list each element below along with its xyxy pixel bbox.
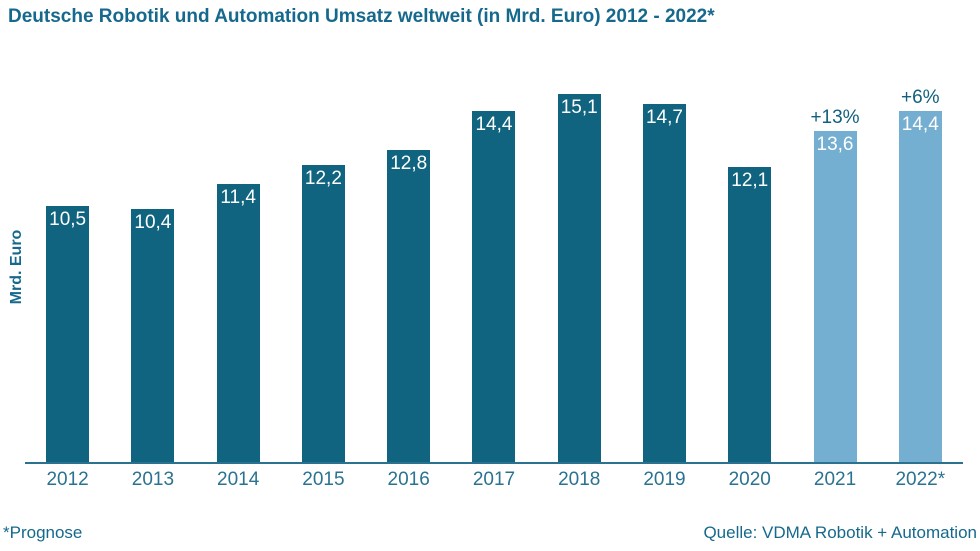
x-tick-label: 2014: [217, 469, 260, 490]
bar-value-label: 12,2: [304, 168, 342, 189]
footer-row: *Prognose Quelle: VDMA Robotik + Automat…: [3, 523, 977, 543]
bar-value-label: 12,8: [390, 153, 428, 174]
source-credit: Quelle: VDMA Robotik + Automation: [703, 523, 977, 542]
bar-annotation: +6%: [901, 87, 940, 108]
bar-column: 12,8: [366, 60, 451, 462]
bar-column: +6% 14,4: [878, 60, 963, 462]
footnote: *Prognose: [3, 523, 83, 542]
bar-value-label: 15,1: [560, 97, 598, 118]
x-tick-label: 2012: [46, 469, 89, 490]
x-axis-tick-row: 2012 2013 2014 2015 2016 2017 2018 2019 2020 2021…: [25, 469, 963, 491]
bar-column: 14,4: [451, 60, 536, 462]
bar: 13,6: [813, 131, 857, 462]
bar-column: 11,4: [196, 60, 281, 462]
bar: 12,2: [301, 165, 345, 462]
bar-value-label: 10,4: [134, 212, 172, 233]
bar: 12,1: [728, 167, 772, 462]
bar: 15,1: [557, 94, 601, 462]
bar-column: 12,2: [281, 60, 366, 462]
bar: 12,8: [387, 150, 431, 462]
bar-column: 10,4: [110, 60, 195, 462]
plot-area: 10,5 10,4 11,4 12,2 12,8 14,4 15,1 14,7 12,1 +13%…: [25, 60, 963, 462]
x-tick-label: 2013: [131, 469, 175, 490]
x-tick-label: 2022*: [895, 469, 946, 490]
x-axis-line: [25, 462, 963, 464]
bar-value-label: 14,7: [645, 107, 683, 128]
x-tick-label: 2019: [643, 469, 686, 490]
bar: 10,4: [131, 209, 175, 462]
bar-column: 14,7: [622, 60, 707, 462]
y-axis-label: Mrd. Euro: [8, 229, 25, 305]
bar-value-label: 10,5: [49, 209, 87, 230]
x-tick-label: 2020: [728, 469, 771, 490]
bar: 14,4: [898, 111, 942, 462]
bar-column: +13% 13,6: [792, 60, 877, 462]
bar-value-label: 14,4: [475, 114, 513, 135]
x-tick-label: 2021: [813, 469, 857, 490]
bar: 10,5: [46, 206, 90, 462]
bar-value-label: 14,4: [901, 114, 939, 135]
bar-value-label: 13,6: [816, 134, 854, 155]
chart-title: Deutsche Robotik und Automation Umsatz w…: [8, 6, 715, 27]
x-tick-label: 2016: [387, 469, 430, 490]
bar-column: 10,5: [25, 60, 110, 462]
bar-value-label: 11,4: [220, 187, 256, 208]
x-tick-label: 2015: [302, 469, 345, 490]
x-tick-label: 2018: [558, 469, 601, 490]
bar-column: 12,1: [707, 60, 792, 462]
bar-value-label: 12,1: [731, 170, 769, 191]
bar-column: 15,1: [537, 60, 622, 462]
bar: 14,4: [472, 111, 516, 462]
bar-annotation: +13%: [810, 107, 860, 128]
bar: 11,4: [216, 184, 260, 462]
x-tick-label: 2017: [472, 469, 516, 490]
bar: 14,7: [642, 104, 686, 462]
